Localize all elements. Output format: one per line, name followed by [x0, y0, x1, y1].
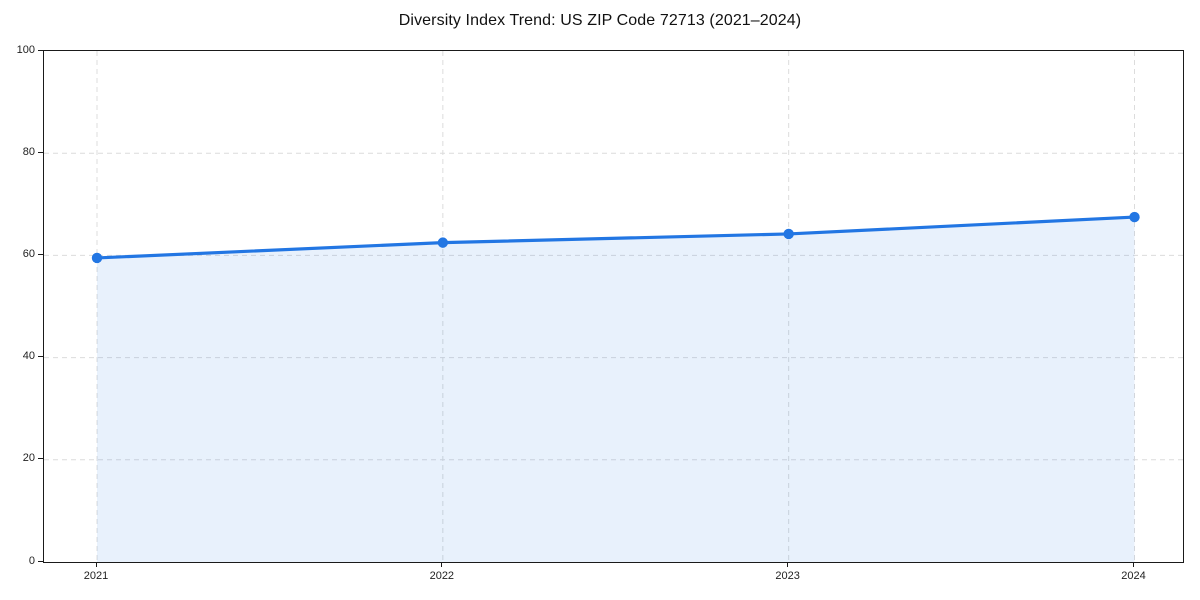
- area-fill: [97, 217, 1135, 562]
- plot-area: [43, 50, 1184, 563]
- x-tick-label: 2023: [775, 570, 800, 582]
- y-tick-label: 20: [22, 452, 35, 465]
- data-point-2022: [437, 237, 449, 248]
- chart-title: Diversity Index Trend: US ZIP Code 72713…: [398, 12, 802, 29]
- y-tick-mark: [38, 253, 43, 255]
- x-tick-label: 2024: [1121, 570, 1146, 582]
- x-tick-label: 2021: [83, 570, 109, 582]
- data-point-2021: [91, 252, 103, 264]
- y-tick-label: 80: [22, 145, 35, 158]
- trend-line: [95, 215, 1137, 260]
- y-tick-label: 40: [22, 350, 35, 363]
- y-tick-label: 100: [16, 43, 35, 56]
- x-tick-label: 2022: [429, 570, 455, 582]
- x-tick-mark: [441, 562, 443, 567]
- y-tick-mark: [38, 458, 43, 460]
- x-tick-mark: [95, 562, 97, 567]
- y-tick-label: 0: [28, 554, 35, 567]
- data-point-2023: [783, 228, 794, 240]
- plot-canvas: [44, 51, 1183, 562]
- x-tick-mark: [1133, 562, 1134, 567]
- y-tick-mark: [38, 49, 43, 51]
- y-tick-mark: [38, 151, 43, 153]
- y-tick-label: 60: [22, 247, 35, 260]
- x-tick-mark: [787, 562, 789, 567]
- y-tick-mark: [38, 356, 43, 358]
- data-point-2024: [1129, 211, 1140, 223]
- y-tick-mark: [38, 560, 43, 562]
